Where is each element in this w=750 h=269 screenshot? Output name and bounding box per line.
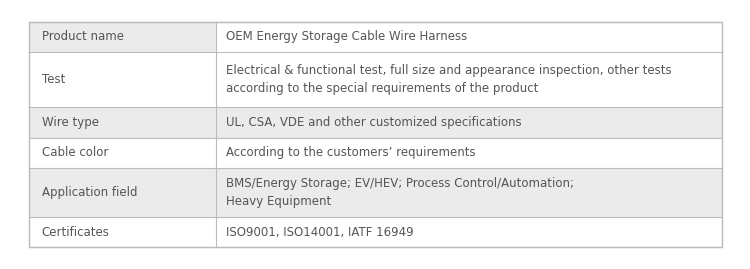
Bar (215, 168, 722, 217)
Text: Application field: Application field (41, 186, 137, 199)
Bar (215, 107, 722, 137)
Bar (215, 52, 722, 107)
Text: Test: Test (41, 73, 65, 86)
Text: According to the customers’ requirements: According to the customers’ requirements (226, 146, 476, 159)
Bar (28, 217, 215, 247)
Bar (28, 22, 722, 247)
Text: Electrical & functional test, full size and appearance inspection, other tests
a: Electrical & functional test, full size … (226, 64, 671, 95)
Bar (28, 137, 215, 168)
Bar (215, 137, 722, 168)
Bar (28, 168, 215, 217)
Text: BMS/Energy Storage; EV/HEV; Process Control/Automation;
Heavy Equipment: BMS/Energy Storage; EV/HEV; Process Cont… (226, 177, 574, 208)
Bar (215, 22, 722, 52)
Text: UL, CSA, VDE and other customized specifications: UL, CSA, VDE and other customized specif… (226, 116, 521, 129)
Text: Wire type: Wire type (41, 116, 98, 129)
Bar (28, 22, 215, 52)
Bar (28, 107, 215, 137)
Text: ISO9001, ISO14001, IATF 16949: ISO9001, ISO14001, IATF 16949 (226, 226, 413, 239)
Bar (28, 52, 215, 107)
Text: Product name: Product name (41, 30, 124, 43)
Text: Certificates: Certificates (41, 226, 110, 239)
Bar (215, 217, 722, 247)
Bar (28, 22, 722, 247)
Text: OEM Energy Storage Cable Wire Harness: OEM Energy Storage Cable Wire Harness (226, 30, 467, 43)
Text: Cable color: Cable color (41, 146, 108, 159)
